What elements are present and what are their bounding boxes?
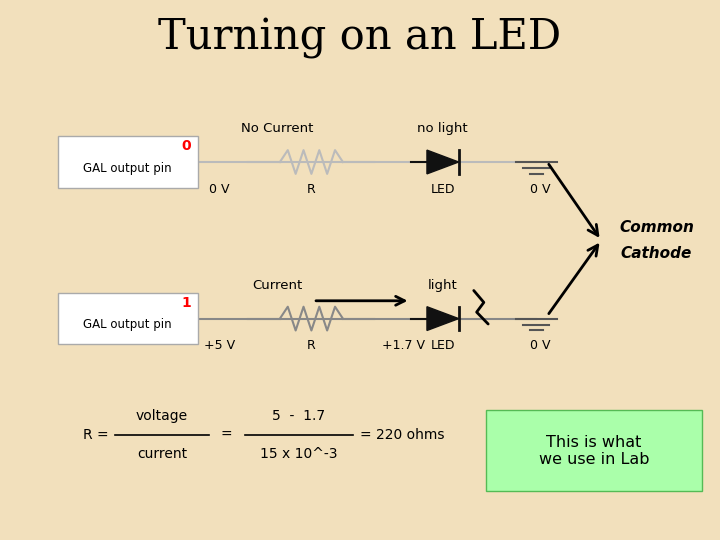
Text: 0: 0 — [181, 139, 191, 153]
Text: light: light — [428, 279, 458, 292]
Text: R: R — [307, 183, 316, 195]
Text: 1: 1 — [181, 296, 191, 309]
Text: R: R — [307, 339, 316, 352]
Text: Current: Current — [252, 279, 302, 292]
Text: current: current — [137, 447, 187, 461]
Text: Cathode: Cathode — [621, 246, 693, 261]
Text: 15 x 10^-3: 15 x 10^-3 — [260, 447, 338, 461]
Text: voltage: voltage — [136, 409, 188, 423]
FancyBboxPatch shape — [58, 293, 198, 345]
Text: 0 V: 0 V — [530, 339, 550, 352]
Text: GAL output pin: GAL output pin — [84, 161, 172, 174]
Text: no light: no light — [418, 122, 468, 135]
Text: R =: R = — [83, 428, 113, 442]
Text: LED: LED — [431, 183, 455, 195]
FancyBboxPatch shape — [486, 410, 702, 491]
Polygon shape — [427, 307, 459, 330]
Text: 0 V: 0 V — [530, 183, 550, 195]
Text: Turning on an LED: Turning on an LED — [158, 17, 562, 59]
Text: Common: Common — [619, 220, 694, 235]
Text: +5 V: +5 V — [204, 339, 235, 352]
Polygon shape — [427, 150, 459, 174]
Text: No Current: No Current — [241, 122, 313, 135]
Text: This is what
we use in Lab: This is what we use in Lab — [539, 435, 649, 467]
Text: 5  -  1.7: 5 - 1.7 — [272, 409, 325, 423]
Text: 0 V: 0 V — [210, 183, 230, 195]
Text: =: = — [221, 428, 233, 442]
Text: = 220 ohms: = 220 ohms — [360, 428, 444, 442]
Text: LED: LED — [431, 339, 455, 352]
FancyBboxPatch shape — [58, 137, 198, 188]
Text: +1.7 V: +1.7 V — [382, 339, 425, 352]
Text: GAL output pin: GAL output pin — [84, 318, 172, 331]
